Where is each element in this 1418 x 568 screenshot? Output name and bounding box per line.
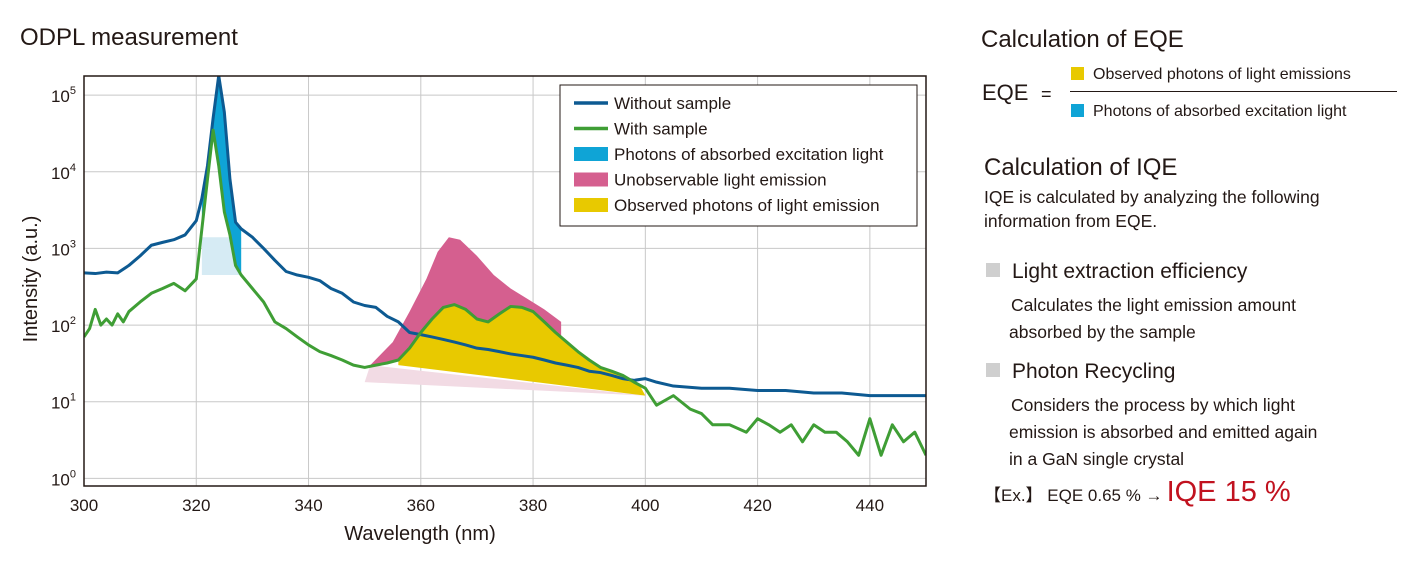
bullet-title: Light extraction efficiency xyxy=(1012,260,1248,283)
bullet-description-line: emission is absorbed and emitted again xyxy=(1009,422,1318,442)
x-tick-label: 440 xyxy=(856,496,884,515)
y-axis-label: Intensity (a.u.) xyxy=(20,216,42,343)
legend-label: With sample xyxy=(614,120,708,139)
bullet-square-icon xyxy=(986,363,1000,377)
legend-label: Observed photons of light emission xyxy=(614,196,880,215)
x-tick-label: 420 xyxy=(743,496,771,515)
bullet-photon-recycling: Photon Recycling xyxy=(986,360,1175,384)
legend-box-swatch xyxy=(574,172,608,187)
bullet-description-line: in a GaN single crystal xyxy=(1009,449,1185,469)
absorbed-excitation-region xyxy=(201,76,242,276)
x-tick-label: 340 xyxy=(294,496,322,515)
x-axis-label: Wavelength (nm) xyxy=(344,523,496,545)
bullet-description-line: Calculates the light emission amount xyxy=(1011,295,1297,315)
bullet-description: Considers the process by which light xyxy=(1011,392,1295,419)
x-tick-label: 320 xyxy=(182,496,210,515)
eqe-numerator-text: Observed photons of light emissions xyxy=(1093,66,1351,83)
bullet-description-line: absorbed by the sample xyxy=(1009,322,1196,342)
y-tick-label: 101 xyxy=(51,392,76,413)
bullet-square-icon xyxy=(986,263,1000,277)
bullet-description-line: Considers the process by which light xyxy=(1011,395,1296,415)
example-prefix: 【Ex.】 EQE 0.65 % → xyxy=(984,486,1163,505)
bullet-description: Calculates the light emission amount xyxy=(1011,292,1296,319)
iqe-description-line: information from EQE. xyxy=(984,211,1158,231)
observed-photons-swatch xyxy=(1071,67,1084,80)
chart-legend: Without sample With sample Photons of abso… xyxy=(559,84,918,227)
y-tick-label: 100 xyxy=(51,468,76,489)
observed-emission-region xyxy=(398,304,646,396)
legend-box xyxy=(559,84,918,227)
series-with-sample-line xyxy=(84,128,926,457)
series-without-sample-line xyxy=(84,76,926,398)
legend-label: Photons of absorbed excitation light xyxy=(614,145,884,164)
equals-sign: = xyxy=(1041,84,1052,104)
legend-label: Without sample xyxy=(614,94,731,113)
iqe-description: IQE is calculated by analyzing the follo… xyxy=(984,185,1404,233)
y-tick-label: 103 xyxy=(51,238,76,259)
x-tick-label: 400 xyxy=(631,496,659,515)
legend-box-swatch xyxy=(574,198,608,212)
bullet-description: emission is absorbed and emitted again xyxy=(1009,419,1317,446)
y-tick-label: 104 xyxy=(51,162,76,183)
odpl-chart: 300 320 340 360 380 400 420 440 100 101 102 103 104 1… xyxy=(20,75,927,545)
bullet-description: in a GaN single crystal xyxy=(1009,446,1184,473)
iqe-example: 【Ex.】 EQE 0.65 % → IQE 15 % xyxy=(984,476,1291,509)
plot-frame xyxy=(83,75,927,487)
iqe-section-title: Calculation of IQE xyxy=(984,154,1178,181)
x-tick-label: 380 xyxy=(519,496,547,515)
absorbed-photons-swatch xyxy=(1071,104,1084,117)
chart-title: ODPL measurement xyxy=(20,24,238,51)
fraction-line xyxy=(1070,91,1397,92)
legend-label: Unobservable light emission xyxy=(614,171,827,190)
eqe-numerator: Observed photons of light emissions xyxy=(1071,66,1351,84)
example-result: IQE 15 % xyxy=(1166,476,1291,508)
x-tick-label: 360 xyxy=(407,496,435,515)
eqe-denominator-text: Photons of absorbed excitation light xyxy=(1093,103,1347,120)
legend-box-swatch xyxy=(574,147,608,161)
bullet-description: absorbed by the sample xyxy=(1009,319,1196,346)
unobservable-base-region xyxy=(364,365,646,396)
x-tick-label: 300 xyxy=(70,496,98,515)
iqe-description-line: IQE is calculated by analyzing the follo… xyxy=(984,187,1320,207)
y-tick-label: 102 xyxy=(51,315,76,336)
series-lines xyxy=(84,76,926,457)
bullet-light-extraction: Light extraction efficiency xyxy=(986,260,1247,284)
bullet-title: Photon Recycling xyxy=(1012,360,1176,383)
y-tick-label: 105 xyxy=(51,85,76,106)
eqe-label: EQE xyxy=(982,80,1029,105)
eqe-denominator: Photons of absorbed excitation light xyxy=(1071,103,1347,121)
eqe-section-title: Calculation of EQE xyxy=(981,26,1184,53)
axes: 300 320 340 360 380 400 420 440 100 101 102 103 104 1… xyxy=(20,75,927,545)
